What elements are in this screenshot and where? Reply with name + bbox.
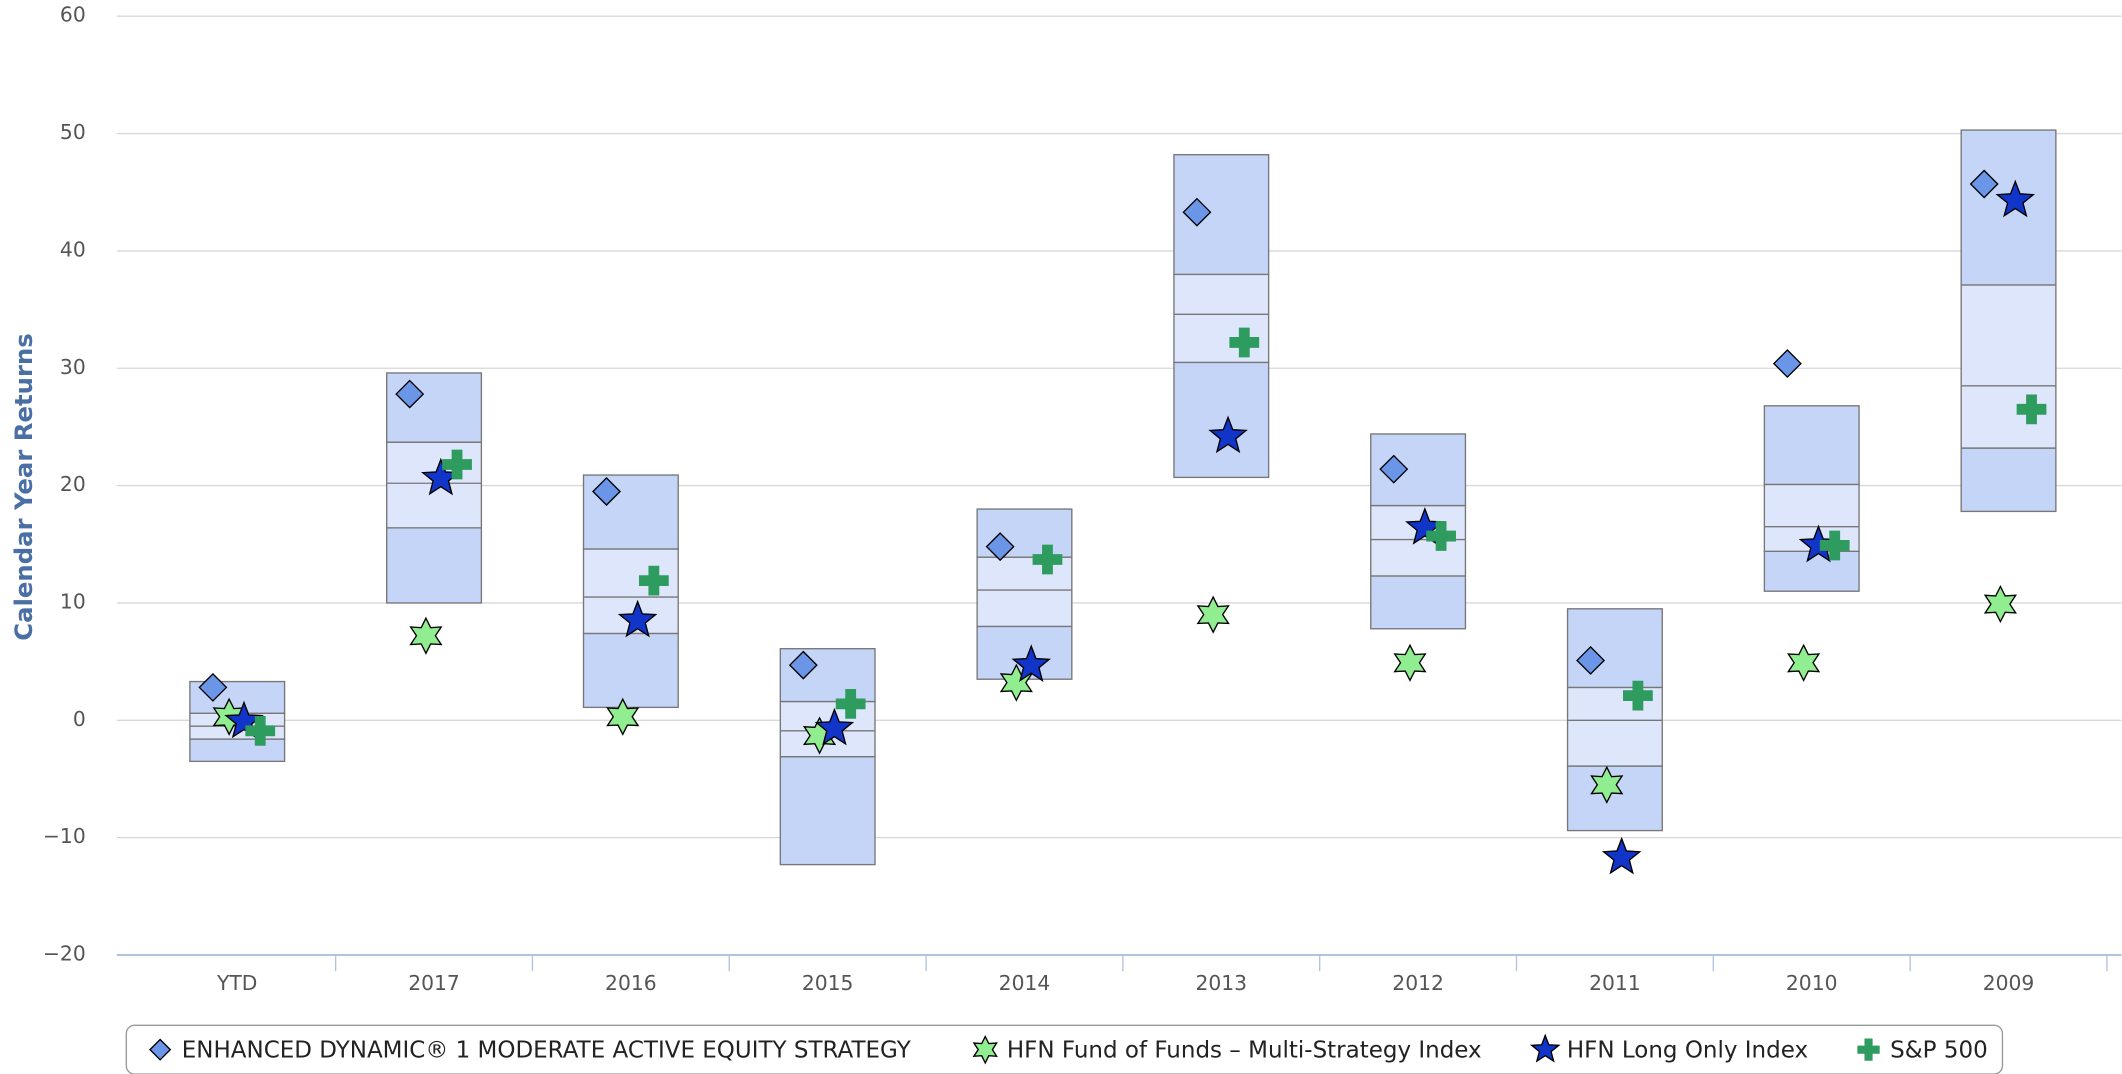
x-tick-label: 2013 — [1195, 971, 1247, 995]
range-band — [976, 556, 1073, 628]
data-point — [1601, 836, 1642, 875]
legend-label: S&P 500 — [1890, 1038, 1988, 1064]
legend-marker — [1857, 1038, 1880, 1061]
data-point — [2016, 394, 2047, 425]
y-axis-title: Calendar Year Returns — [9, 333, 38, 640]
data-point — [224, 700, 264, 739]
range-band — [779, 755, 876, 866]
x-tick-label: 2017 — [408, 971, 460, 995]
data-point — [409, 616, 443, 655]
range-band — [1960, 284, 2057, 449]
y-tick-label: 60 — [60, 3, 86, 27]
data-point — [245, 715, 276, 746]
x-tick-label: 2015 — [802, 971, 854, 995]
data-point — [1011, 644, 1052, 683]
legend-label: ENHANCED DYNAMIC® 1 MODERATE ACTIVE EQUI… — [182, 1038, 912, 1064]
data-point — [1182, 197, 1212, 227]
x-tick-label: 2009 — [1983, 971, 2035, 995]
range-band — [1173, 361, 1270, 479]
data-point — [198, 672, 228, 702]
data-point — [1379, 454, 1409, 484]
data-point — [1590, 765, 1624, 804]
y-tick-label: −20 — [43, 941, 86, 965]
y-tick-label: 50 — [60, 120, 86, 144]
data-point — [1787, 643, 1821, 682]
x-tick-label: 2014 — [999, 971, 1051, 995]
y-tick-label: 40 — [60, 237, 86, 261]
data-point — [638, 565, 669, 596]
data-point — [1772, 349, 1802, 379]
data-point — [606, 697, 640, 736]
data-point — [1623, 680, 1653, 711]
data-point — [1983, 584, 2018, 624]
range-band — [1173, 273, 1270, 364]
range-band — [1566, 608, 1663, 689]
data-point — [1819, 530, 1850, 561]
x-tick-label: YTD — [216, 971, 257, 995]
data-point — [592, 476, 621, 506]
y-tick-label: 20 — [60, 472, 86, 496]
y-tick-label: 30 — [60, 355, 86, 379]
range-band — [1763, 405, 1860, 486]
range-band — [1566, 765, 1663, 832]
legend-box — [125, 1024, 2004, 1074]
range-band — [386, 372, 483, 443]
data-point — [442, 449, 472, 480]
data-point — [788, 650, 818, 680]
data-point — [617, 599, 658, 638]
y-tick-label: 0 — [73, 707, 86, 731]
data-point — [1393, 643, 1427, 682]
legend-marker — [972, 1035, 998, 1065]
x-tick-label: 2016 — [605, 971, 657, 995]
data-point — [835, 688, 866, 719]
range-band — [582, 632, 679, 709]
legend-marker — [1529, 1033, 1561, 1063]
y-tick-label: −10 — [43, 824, 86, 848]
x-tick-label: 2010 — [1786, 971, 1838, 995]
x-tick-label: 2011 — [1589, 971, 1641, 995]
data-point — [814, 707, 855, 746]
range-band — [189, 738, 286, 763]
data-point — [1995, 179, 2036, 218]
data-point — [1208, 415, 1248, 454]
range-band — [386, 527, 483, 604]
legend-label: HFN Fund of Funds – Multi-Strategy Index — [1007, 1038, 1482, 1064]
range-band — [779, 648, 876, 703]
data-point — [1196, 595, 1230, 634]
data-point — [1576, 645, 1606, 675]
x-tick-label: 2012 — [1392, 971, 1444, 995]
range-band — [1370, 575, 1467, 630]
y-tick-label: 10 — [60, 589, 86, 613]
data-point — [1969, 169, 1999, 199]
data-point — [395, 379, 425, 409]
data-point — [1229, 327, 1260, 358]
range-band — [1960, 447, 2057, 513]
legend-label: HFN Long Only Index — [1567, 1038, 1808, 1064]
legend-marker — [149, 1038, 172, 1061]
data-point — [1426, 521, 1456, 551]
data-point — [1032, 544, 1063, 575]
data-point — [985, 532, 1015, 562]
